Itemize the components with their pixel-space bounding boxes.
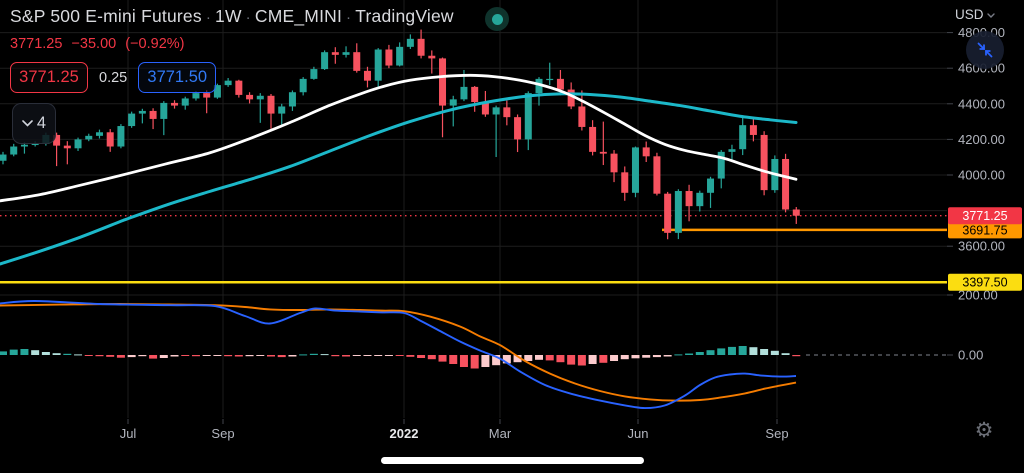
exchange-label: CME_MINI	[254, 6, 343, 26]
indicator-axis-label: 0.00	[958, 348, 983, 363]
home-indicator	[381, 457, 644, 464]
bid-button[interactable]: 3771.25	[10, 62, 88, 93]
support-price-label	[948, 221, 1022, 239]
interval-label: 1W	[215, 6, 242, 26]
price-axis-label: 4200.00	[958, 132, 1005, 147]
time-axis-label: Jul	[120, 426, 137, 441]
time-axis-label: Sep	[765, 426, 788, 441]
collapse-arrows-icon	[977, 42, 993, 58]
price-axis[interactable]: 4800.004600.004400.004200.004000.003600.…	[947, 25, 1022, 363]
slow-ma-line	[0, 92, 798, 266]
time-axis-label: Sep	[211, 426, 234, 441]
ask-button[interactable]: 3771.50	[138, 62, 217, 93]
symbol-name: S&P 500 E-mini Futures	[10, 6, 202, 26]
spread-value: 0.25	[99, 69, 128, 86]
time-axis-label: Mar	[489, 426, 512, 441]
collapse-chart-button[interactable]	[966, 31, 1004, 69]
last-price-label	[948, 207, 1022, 225]
currency-selector[interactable]: USD	[955, 7, 995, 22]
price-change-percent: (−0.92%)	[125, 36, 185, 52]
price-axis-label: 4000.00	[958, 168, 1005, 183]
macd-histogram	[0, 346, 801, 369]
price-change: −35.00	[71, 36, 117, 52]
macd-signal-line	[0, 303, 797, 402]
brand-label: TradingView	[355, 6, 454, 26]
indicator-axis-label: 200.00	[958, 288, 998, 303]
macd-main-line	[0, 300, 797, 410]
title-separator: ·	[346, 9, 352, 26]
currency-label: USD	[955, 7, 984, 22]
logo-dot	[491, 13, 503, 25]
price-axis-label: 3600.00	[958, 239, 1005, 254]
time-axis-label: Jun	[628, 426, 649, 441]
last-price-label-text: 3771.25	[962, 209, 1007, 223]
settings-gear-icon[interactable]: ⚙	[974, 419, 994, 442]
legend-count: 4	[36, 114, 47, 132]
time-axis[interactable]: Jul Sep 2022 Mar Jun Sep	[120, 419, 789, 441]
bid-ask-row: 3771.25 0.25 3771.50	[10, 62, 217, 93]
bid-price: 3771.25	[19, 68, 79, 86]
title-separator: ·	[245, 9, 251, 26]
title-separator: ·	[205, 9, 212, 26]
chevron-down-icon	[986, 12, 995, 18]
legend-collapse-chip[interactable]: 4	[12, 103, 56, 144]
ask-price: 3771.50	[147, 68, 208, 86]
time-axis-label: 2022	[390, 426, 419, 441]
yellow-price-label-text: 3397.50	[962, 276, 1007, 290]
yellow-price-label	[948, 273, 1022, 291]
quote-line: 3771.25 −35.00 (−0.92%)	[10, 36, 190, 52]
support-price-label-text: 3691.75	[962, 223, 1007, 237]
fast-ma-line	[0, 73, 798, 203]
symbol-title[interactable]: S&P 500 E-mini Futures · 1W · CME_MINI · Tradi…	[10, 6, 454, 27]
tradingview-logo-dot	[485, 7, 509, 31]
chevron-down-icon	[22, 120, 33, 127]
last-price: 3771.25	[10, 36, 63, 52]
price-axis-label: 4400.00	[958, 96, 1005, 111]
